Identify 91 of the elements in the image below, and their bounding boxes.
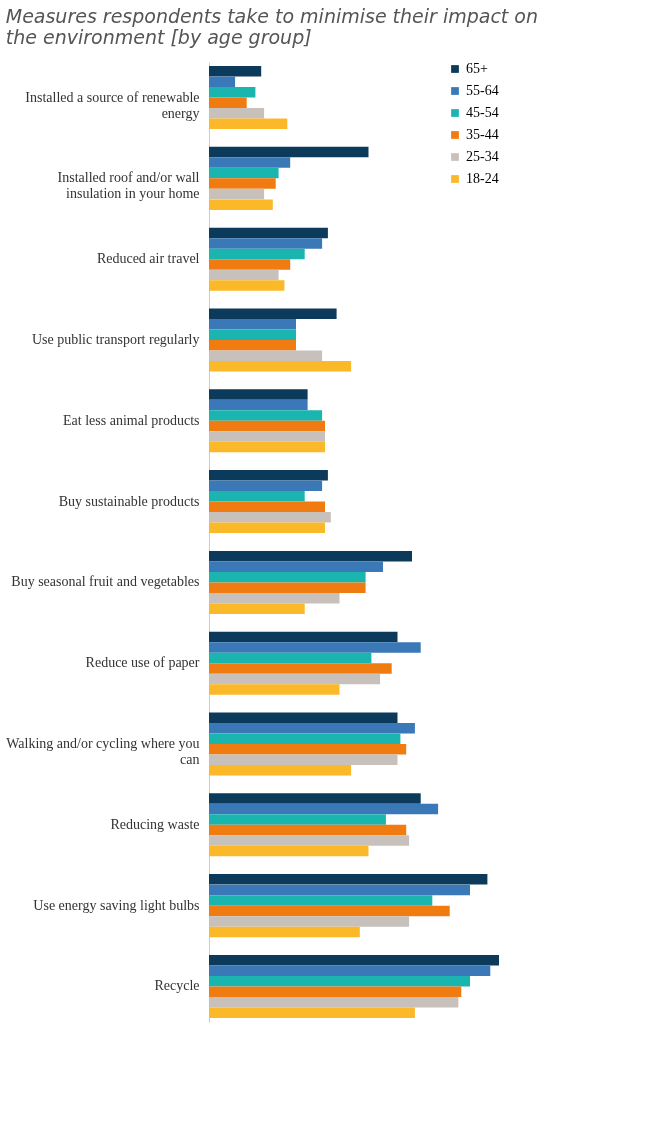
bar — [209, 280, 285, 291]
bar — [209, 512, 331, 523]
bar — [209, 571, 366, 583]
bar — [209, 803, 439, 815]
bar — [209, 389, 308, 400]
legend-label: 65+ — [466, 61, 488, 76]
bar — [209, 926, 360, 938]
bar — [209, 895, 433, 906]
bar — [209, 308, 337, 319]
bar — [209, 874, 488, 885]
bar — [209, 188, 265, 200]
bar — [209, 66, 262, 77]
bar — [209, 631, 398, 643]
bar — [209, 814, 386, 825]
bar — [209, 1007, 415, 1018]
bar — [209, 744, 407, 755]
bar — [209, 592, 340, 604]
y-tick-label: Use energy saving light bulbs — [33, 897, 200, 913]
chart-title: Measures respondents take to minimise their impact on the environment [by age group] — [5, 5, 539, 48]
bar — [209, 399, 308, 411]
y-tick-label: Walking and/or cycling where you can — [6, 736, 200, 768]
bar — [209, 167, 279, 179]
bar — [209, 108, 265, 119]
bar — [209, 845, 369, 857]
bar — [209, 329, 296, 340]
bar — [209, 501, 325, 513]
bar — [209, 522, 325, 534]
bar — [209, 318, 296, 330]
bar — [209, 87, 256, 98]
bar — [209, 157, 291, 168]
bar — [209, 986, 462, 997]
bar — [209, 199, 273, 210]
bar — [209, 550, 412, 562]
bar — [209, 835, 410, 846]
bar — [209, 712, 398, 724]
y-tick-label: Use public transport regularly — [31, 331, 200, 347]
bar — [209, 684, 340, 695]
bar — [209, 733, 401, 745]
bar — [209, 884, 470, 896]
y-tick-label: Reduced air travel — [96, 251, 200, 267]
bar — [209, 480, 323, 492]
bar — [209, 76, 236, 88]
y-tick-label: Eat less animal products — [63, 412, 200, 428]
bar — [209, 441, 325, 453]
bar — [209, 238, 323, 249]
bar — [209, 582, 366, 593]
bar — [209, 793, 421, 804]
y-tick-label: Buy seasonal fruit and vegetables — [11, 574, 200, 590]
bar — [209, 248, 305, 260]
bar — [209, 178, 276, 189]
y-tick-label: Recycle — [154, 978, 200, 994]
bar — [209, 975, 470, 987]
bar — [209, 663, 392, 674]
bar — [209, 642, 421, 653]
bar — [209, 431, 325, 442]
bar — [209, 824, 407, 836]
bar — [209, 420, 325, 432]
y-tick-label: Installed roof and/or wall insulation in your home — [57, 170, 200, 202]
bar — [209, 905, 450, 917]
bar — [209, 603, 305, 614]
bar — [209, 360, 352, 372]
bar — [209, 410, 323, 421]
bar — [209, 339, 296, 351]
bar — [209, 118, 288, 130]
bar — [209, 754, 398, 766]
bar — [209, 723, 415, 734]
bar — [209, 673, 381, 685]
y-tick-label: Buy sustainable products — [58, 493, 200, 509]
bar — [209, 765, 352, 776]
bar — [209, 97, 247, 109]
y-tick-label: Reduce use of paper — [85, 655, 200, 671]
legend-label: 18-24 — [466, 171, 499, 186]
bar — [209, 996, 459, 1008]
bar — [209, 652, 372, 664]
bar — [209, 954, 499, 966]
legend-label: 25-34 — [466, 149, 499, 164]
legend-label: 55-64 — [466, 83, 499, 98]
bar — [209, 965, 491, 976]
bar — [209, 146, 369, 158]
bar — [209, 491, 305, 502]
bar — [209, 227, 328, 239]
bar — [209, 350, 323, 361]
legend-label: 45-54 — [466, 105, 499, 120]
legend-label: 35-44 — [466, 127, 499, 142]
bar — [209, 259, 291, 270]
bar — [209, 269, 279, 281]
y-tick-label: Reducing waste — [110, 816, 200, 832]
bar — [209, 561, 383, 572]
y-tick-label: Installed a source of renewable energy — [25, 89, 200, 121]
bar — [209, 470, 328, 481]
bar — [209, 916, 410, 927]
